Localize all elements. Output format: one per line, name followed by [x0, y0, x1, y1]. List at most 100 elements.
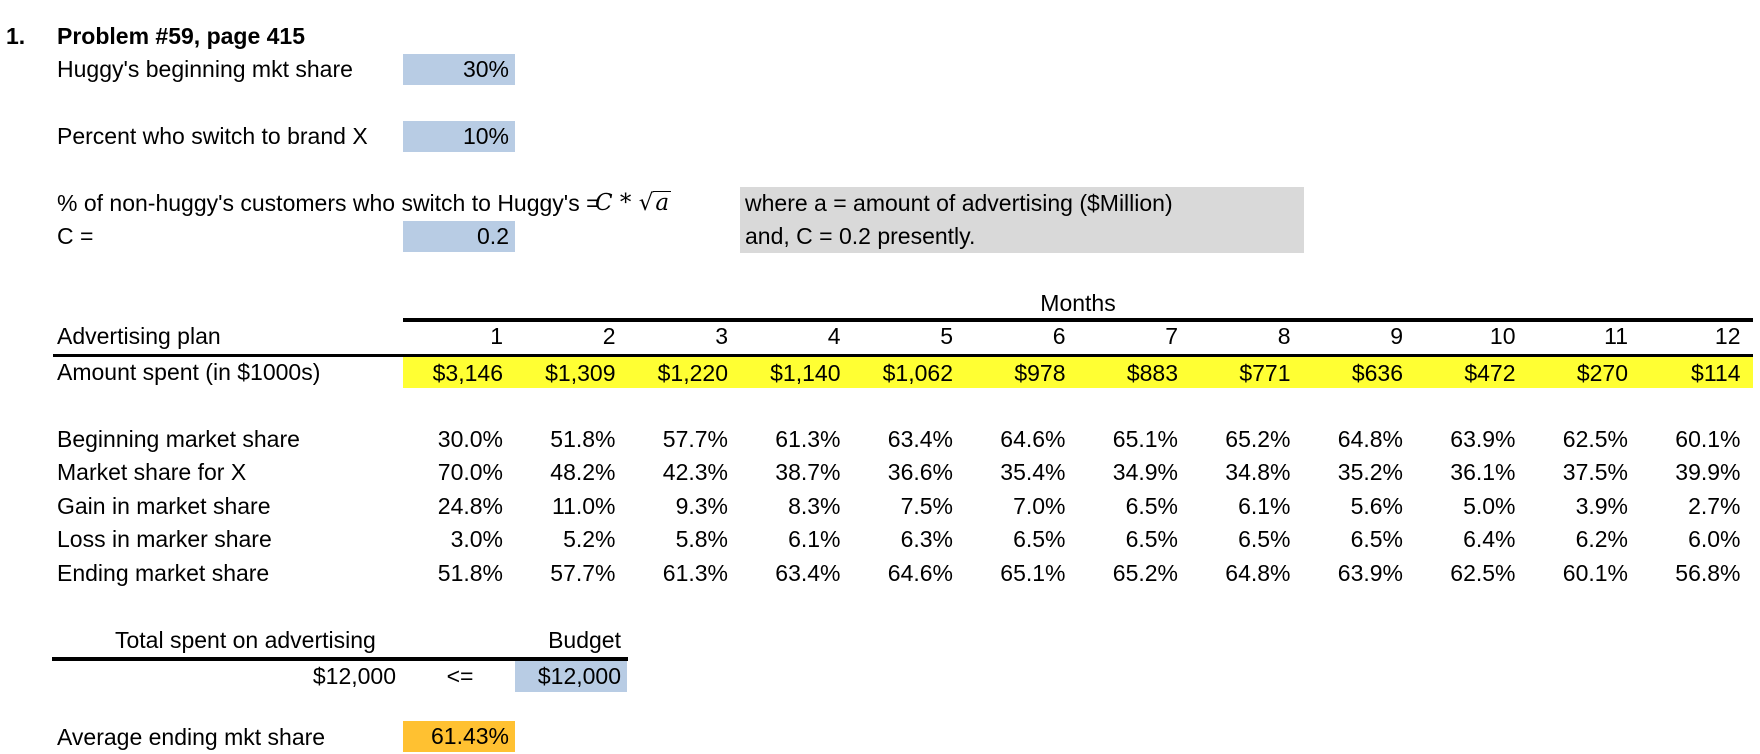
amount-spent-cell[interactable]: $270 [1576, 360, 1628, 386]
table-cell: 6.5% [1238, 526, 1291, 553]
table-cell: 65.1% [1000, 559, 1066, 586]
c-label: C = [57, 223, 94, 249]
table-cell: 6.2% [1575, 526, 1628, 553]
budget-label: Budget [548, 627, 621, 653]
table-cell: 63.4% [887, 426, 953, 452]
note-line-2: and, C = 0.2 presently. [745, 223, 976, 249]
table-cell: 6.1% [1238, 492, 1291, 519]
problem-number: 1. [6, 23, 26, 49]
total-spent-label: Total spent on advertising [115, 627, 376, 653]
table-cell: 6.5% [1125, 526, 1178, 553]
table-cell: 51.8% [550, 426, 616, 452]
table-cell: 36.6% [887, 459, 953, 486]
table-cell: 6.5% [1125, 492, 1178, 519]
row-label: Beginning market share [57, 426, 300, 452]
table-cell: 64.8% [1337, 426, 1403, 452]
table-cell: 7.5% [900, 492, 953, 519]
table-cell: 63.4% [775, 559, 841, 586]
formula-variable: a [653, 190, 672, 216]
table-cell: 7.0% [1013, 492, 1066, 519]
month-header-cell: 1 [490, 323, 503, 349]
table-cell: 5.0% [1463, 492, 1516, 519]
table-cell: 5.8% [675, 526, 728, 553]
table-cell: 39.9% [1675, 459, 1741, 486]
amount-spent-cell[interactable]: $472 [1464, 360, 1516, 386]
amount-spent-cell[interactable]: $114 [1691, 360, 1741, 386]
amount-spent-cell[interactable]: $1,309 [545, 360, 616, 386]
table-cell: 6.1% [788, 526, 841, 553]
table-cell: 35.4% [1000, 459, 1066, 486]
table-cell: 37.5% [1562, 459, 1628, 486]
amount-spent-cell[interactable]: $636 [1351, 360, 1403, 386]
beginning-share-label: Huggy's beginning mkt share [57, 56, 353, 82]
table-cell: 6.4% [1463, 526, 1516, 553]
table-cell: 64.6% [1000, 426, 1066, 452]
table-cell: 6.3% [900, 526, 953, 553]
table-cell: 60.1% [1562, 559, 1628, 586]
formula-sqrt: C * √a [595, 188, 672, 218]
month-header-cell: 4 [827, 323, 841, 349]
table-cell: 30.0% [437, 426, 503, 452]
table-cell: 57.7% [550, 559, 616, 586]
months-header: Months [1040, 290, 1116, 316]
month-header-cell: 10 [1489, 323, 1516, 349]
month-header-cell: 6 [1052, 323, 1066, 349]
table-cell: 8.3% [788, 492, 841, 519]
table-cell: 3.9% [1575, 492, 1628, 519]
amount-spent-cell[interactable]: $771 [1239, 360, 1291, 386]
table-cell: 56.8% [1675, 559, 1741, 586]
table-cell: 65.1% [1112, 426, 1178, 452]
beginning-share-input[interactable]: 30% [403, 54, 515, 85]
switch-label: Percent who switch to brand X [57, 123, 368, 149]
table-cell: 62.5% [1562, 426, 1628, 452]
amount-spent-cell[interactable]: $1,140 [770, 360, 841, 386]
table-cell: 65.2% [1112, 559, 1178, 586]
row-label: Ending market share [57, 559, 270, 586]
table-cell: 61.3% [775, 426, 841, 452]
average-share-value: 61.43% [403, 721, 515, 752]
row-label: Gain in market share [57, 492, 271, 519]
table-cell: 34.9% [1112, 459, 1178, 486]
switch-input[interactable]: 10% [403, 121, 515, 152]
table-cell: 35.2% [1337, 459, 1403, 486]
table-cell: 5.2% [563, 526, 616, 553]
budget-rule [52, 657, 628, 661]
month-header-cell: 7 [1165, 323, 1178, 349]
amount-spent-band [403, 357, 1753, 388]
amount-spent-label: Amount spent (in $1000s) [57, 359, 321, 385]
table-cell: 6.0% [1688, 526, 1741, 553]
amount-spent-cell[interactable]: $883 [1126, 360, 1178, 386]
budget-input[interactable]: $12,000 [515, 661, 627, 692]
formula-c: C * [595, 190, 632, 216]
problem-title: Problem #59, page 415 [57, 23, 306, 49]
table-cell: 9.3% [675, 492, 728, 519]
table-cell: 60.1% [1675, 426, 1741, 452]
month-header-cell: 11 [1604, 323, 1628, 349]
table-cell: 24.8% [437, 492, 503, 519]
table-cell: 63.9% [1450, 426, 1516, 452]
amount-spent-cell[interactable]: $978 [1014, 360, 1066, 386]
table-cell: 62.5% [1450, 559, 1516, 586]
amount-spent-cell[interactable]: $1,220 [657, 360, 728, 386]
plan-bottom-rule [53, 354, 1753, 357]
month-header-cell: 3 [715, 323, 728, 349]
amount-spent-cell[interactable]: $3,146 [432, 360, 503, 386]
months-top-rule [403, 318, 1753, 322]
note-box: where a = amount of advertising ($Millio… [740, 187, 1304, 253]
table-cell: 5.6% [1350, 492, 1403, 519]
month-header-cell: 9 [1390, 323, 1403, 349]
table-cell: 38.7% [775, 459, 841, 486]
table-cell: 64.6% [887, 559, 953, 586]
c-input[interactable]: 0.2 [403, 221, 515, 252]
table-cell: 70.0% [437, 459, 503, 486]
month-header-cell: 2 [602, 323, 616, 349]
table-cell: 3.0% [450, 526, 503, 553]
table-cell: 65.2% [1225, 426, 1291, 452]
table-cell: 51.8% [437, 559, 503, 586]
table-cell: 34.8% [1225, 459, 1291, 486]
month-header-cell: 8 [1277, 323, 1291, 349]
constraint-operator: <= [446, 663, 474, 689]
amount-spent-cell[interactable]: $1,062 [882, 360, 953, 386]
total-spent-value: $12,000 [312, 663, 396, 689]
note-line-1: where a = amount of advertising ($Millio… [745, 190, 1173, 216]
